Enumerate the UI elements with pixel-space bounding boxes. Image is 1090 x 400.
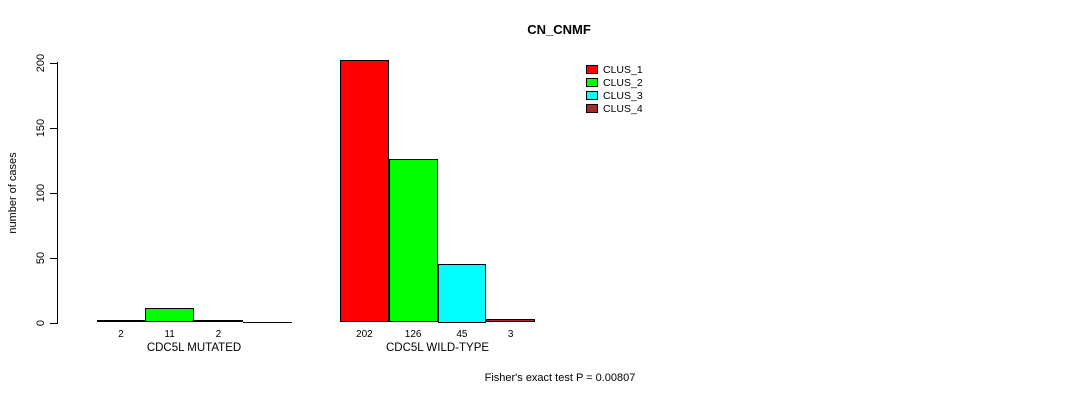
bar-value-label: 3 [507,329,514,340]
y-tick-mark [50,127,57,129]
legend-label: CLUS_3 [603,89,643,102]
bar-clus_2 [388,158,438,323]
chart-title: CN_CNMF [527,22,591,37]
x-group-label: CDC5L WILD-TYPE [385,342,490,354]
y-tick-label: 200 [35,53,47,72]
y-tick-label: 0 [35,319,47,326]
fisher-test-footnote: Fisher's exact test P = 0.00807 [484,372,636,384]
legend-label: CLUS_2 [603,76,643,89]
y-tick-label: 100 [35,183,47,202]
legend-swatch [586,104,598,113]
bar-value-label: 2 [215,329,222,340]
y-tick-mark [50,322,57,324]
legend-item-clus_4: CLUS_4 [586,102,643,115]
bar-clus_1 [340,59,389,323]
legend-swatch [586,65,598,74]
y-tick-mark [50,257,57,259]
legend-item-clus_3: CLUS_3 [586,89,643,102]
bar-value-label: 126 [404,329,422,340]
bar-clus_3 [194,319,243,323]
x-group-label: CDC5L MUTATED [146,342,242,354]
legend-label: CLUS_1 [603,63,643,76]
y-tick-label: 50 [35,251,47,264]
bar-clus_2 [145,308,194,323]
bar-clus_3 [437,264,487,323]
legend-item-clus_1: CLUS_1 [586,63,643,76]
y-tick-label: 150 [35,118,47,137]
y-axis-line [57,62,58,324]
legend: CLUS_1 CLUS_2 CLUS_3 CLUS_4 [586,63,643,115]
bar-value-label: 202 [356,329,373,340]
y-tick-mark [50,62,57,64]
bar-value-label: 45 [456,329,468,340]
legend-swatch [586,78,598,87]
legend-label: CLUS_4 [603,102,643,115]
legend-swatch [586,91,598,100]
bar-value-label: 2 [118,329,124,340]
legend-item-clus_2: CLUS_2 [586,76,643,89]
bar-clus_1 [96,319,146,323]
bar-zero-clus_4 [242,322,292,323]
y-tick-mark [50,192,57,194]
bar-value-label: 11 [164,329,175,340]
bar-clus_4 [486,318,535,323]
